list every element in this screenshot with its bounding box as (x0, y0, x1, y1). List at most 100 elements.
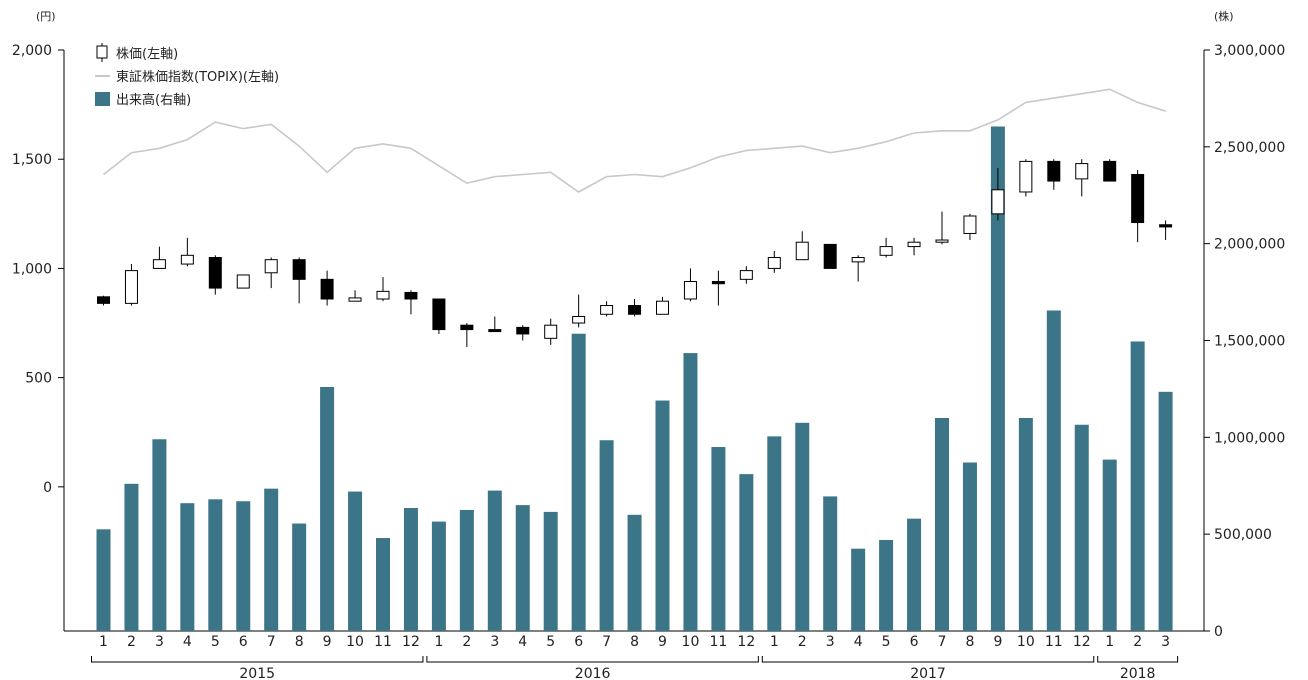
candle-body (767, 257, 781, 269)
candle-body (516, 326, 530, 335)
legend-candle-icon (96, 43, 108, 62)
candlestick (376, 277, 390, 302)
right-tick-label: 2,500,000 (1214, 140, 1285, 156)
candlestick (991, 167, 1005, 221)
candlestick (124, 264, 138, 306)
candle-body (404, 291, 418, 300)
volume-bar (292, 523, 307, 631)
candle-body (1075, 163, 1089, 180)
candlestick (656, 296, 669, 315)
candle-body (851, 257, 865, 263)
candle-body (656, 300, 669, 315)
month-label: 11 (1045, 634, 1063, 650)
volume-bar (990, 126, 1005, 631)
candlestick (348, 290, 362, 302)
volume-bar (376, 538, 390, 631)
month-label: 1 (434, 634, 443, 650)
year-label: 2016 (575, 666, 611, 680)
candlestick (711, 270, 725, 306)
month-label: 6 (239, 634, 248, 650)
volume-bar (459, 509, 474, 631)
volume-bar (907, 518, 922, 631)
volume-bar (320, 386, 335, 631)
candlesticks (97, 159, 1173, 348)
month-label: 5 (211, 634, 220, 650)
candle-body (376, 290, 390, 300)
candle-body (292, 259, 306, 280)
left-tick-label: 1,500 (12, 152, 52, 168)
left-tick-label: 2,000 (12, 43, 52, 59)
candlestick (963, 213, 977, 241)
right-tick-label: 500,000 (1214, 527, 1272, 543)
month-label: 8 (295, 634, 304, 650)
left-tick-label: 0 (43, 480, 52, 496)
month-label: 4 (854, 634, 863, 650)
month-label: 9 (993, 634, 1002, 650)
right-tick-label: 1,500,000 (1214, 334, 1285, 350)
month-label: 8 (630, 634, 639, 650)
year-bracket: 2015 (91, 656, 424, 680)
candle-body (1159, 224, 1173, 228)
volume-bar (236, 501, 251, 631)
volume-bar (823, 496, 838, 631)
month-label: 5 (882, 634, 891, 650)
month-label: 11 (709, 634, 727, 650)
candle-body (460, 324, 474, 331)
right-tick-label: 2,000,000 (1214, 237, 1285, 253)
candlestick (1075, 159, 1089, 197)
candle-body (180, 254, 194, 265)
month-label: 10 (1017, 634, 1035, 650)
month-label: 9 (323, 634, 332, 650)
candle-body (152, 259, 166, 269)
candle-body (320, 278, 334, 300)
month-label: 5 (546, 634, 555, 650)
volume-bar (487, 490, 502, 631)
candle-body (711, 281, 725, 285)
volume-bar (599, 440, 614, 631)
candlestick (1131, 170, 1145, 243)
candlestick (264, 257, 278, 289)
month-label: 6 (574, 634, 583, 650)
year-label: 2018 (1120, 666, 1156, 680)
volume-bar (795, 422, 810, 631)
month-label: 4 (183, 634, 192, 650)
month-labels: 1 2 3 4 5 6 7 8 9 10 11 12 1 2 3 4 5 6 7 8 9 10 11 12 1 2 3 4 5 6 7 8 9 1… (99, 634, 1170, 650)
candlestick (1159, 220, 1173, 241)
legend-label-topix: 東証株価指数(TOPIX)(左軸) (116, 69, 279, 85)
month-label: 10 (682, 634, 700, 650)
volume-bar (431, 521, 446, 631)
volume-bar (208, 499, 223, 631)
month-label: 1 (99, 634, 108, 650)
month-label: 1 (1105, 634, 1114, 650)
legend: 株価(左軸) 東証株価指数(TOPIX)(左軸) 出来高(右軸) (95, 43, 279, 108)
candlestick (935, 211, 949, 245)
volume-bar (879, 539, 894, 631)
year-label: 2017 (910, 666, 946, 680)
candle-body (264, 259, 278, 274)
volume-bar (403, 508, 418, 631)
right-axis-ticks: 3,000,000 2,500,000 2,000,000 1,500,000 1,00… (1204, 43, 1285, 640)
candlestick (544, 318, 558, 345)
year-bracket-line (761, 656, 1095, 663)
candle-body (236, 274, 250, 289)
legend-bar-icon (95, 92, 110, 106)
volume-bar (152, 439, 167, 631)
year-bracket: 2018 (1097, 656, 1179, 680)
volume-bar (1046, 310, 1061, 631)
volume-bar (1018, 417, 1033, 631)
volume-bar (962, 462, 977, 631)
candlestick (851, 255, 865, 282)
candle-body (124, 270, 138, 304)
candlestick (739, 266, 753, 284)
volume-bars (96, 126, 1173, 631)
month-label: 3 (826, 634, 835, 650)
right-tick-label: 1,000,000 (1214, 430, 1285, 446)
volume-bar (1158, 391, 1173, 631)
volume-bar (180, 503, 195, 631)
volume-bar (627, 514, 642, 631)
volume-bar (1102, 459, 1117, 631)
month-label: 3 (490, 634, 499, 650)
candlestick (1103, 159, 1117, 182)
candle-body (600, 305, 614, 315)
